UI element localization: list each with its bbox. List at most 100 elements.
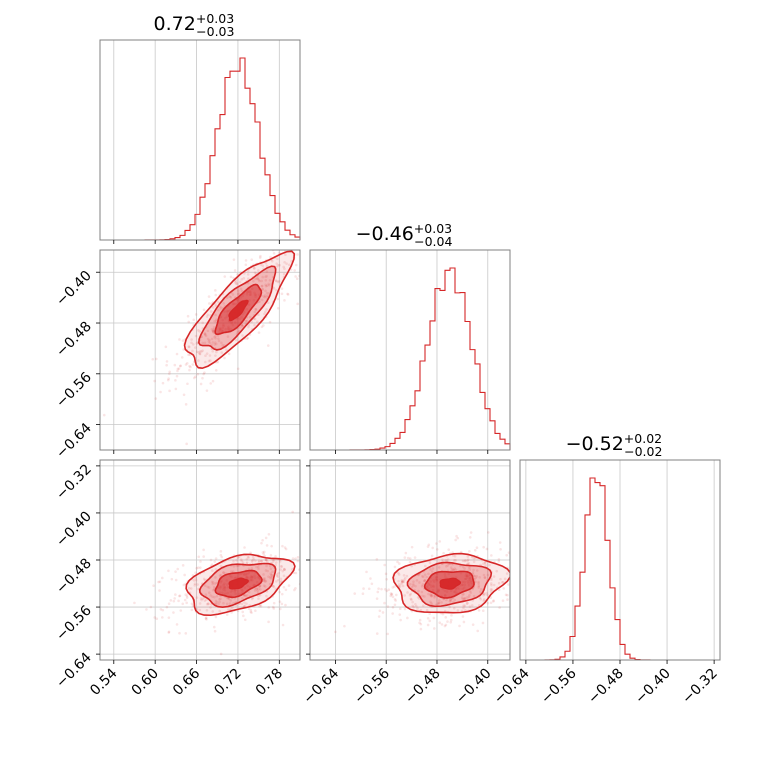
- sample-point: [268, 564, 272, 568]
- sample-point: [222, 571, 225, 574]
- sample-point: [269, 553, 273, 557]
- sample-point: [179, 609, 183, 612]
- sample-point: [369, 577, 372, 580]
- sample-point: [204, 334, 208, 338]
- sample-point: [272, 585, 276, 588]
- sample-point: [296, 556, 300, 559]
- sample-point: [452, 606, 456, 610]
- sample-point: [426, 623, 430, 627]
- sample-point: [202, 308, 206, 312]
- y-tick-label: −0.48: [53, 319, 95, 361]
- sample-point: [196, 566, 200, 569]
- sample-point: [260, 541, 263, 545]
- sample-point: [212, 326, 216, 329]
- sample-point: [280, 287, 284, 290]
- x-tick-label: −0.56: [351, 665, 393, 707]
- sample-point: [274, 288, 278, 292]
- sample-point: [410, 545, 414, 549]
- sample-point: [228, 602, 232, 605]
- sample-point: [157, 580, 160, 584]
- sample-point: [490, 554, 493, 557]
- sample-point: [212, 585, 216, 589]
- sample-point: [207, 591, 211, 594]
- sample-point: [477, 586, 480, 589]
- sample-point: [463, 597, 467, 600]
- sample-point: [208, 341, 212, 345]
- sample-point: [390, 592, 394, 596]
- sample-point: [448, 605, 451, 609]
- sample-point: [165, 605, 169, 609]
- sample-point: [445, 598, 448, 602]
- y-tick-label: −0.32: [53, 461, 95, 503]
- sample-point: [444, 564, 448, 568]
- sample-point: [182, 583, 186, 587]
- sample-point: [400, 582, 403, 586]
- sample-point: [281, 569, 285, 573]
- sample-point: [247, 325, 250, 329]
- sample-point: [490, 578, 493, 582]
- sample-point: [286, 292, 289, 296]
- sample-point: [257, 559, 261, 563]
- sample-point: [499, 577, 502, 581]
- sample-point: [420, 575, 424, 578]
- sample-point: [275, 580, 278, 583]
- sample-point: [218, 609, 222, 613]
- sample-point: [399, 607, 402, 611]
- sample-point: [221, 343, 224, 347]
- sample-point: [193, 584, 197, 587]
- title-lower-error: −0.03: [196, 24, 234, 39]
- sample-point: [265, 594, 268, 598]
- sample-point: [214, 599, 218, 603]
- sample-point: [246, 336, 250, 340]
- sample-point: [481, 609, 485, 613]
- sample-point: [185, 442, 188, 446]
- sample-point: [168, 370, 171, 374]
- sample-point: [466, 562, 469, 566]
- sample-point: [276, 245, 279, 248]
- sample-point: [279, 607, 282, 611]
- sample-point: [236, 330, 239, 334]
- sample-point: [210, 580, 214, 584]
- sample-point: [199, 382, 203, 386]
- sample-point: [449, 597, 453, 601]
- sample-point: [385, 589, 389, 593]
- sample-point: [185, 594, 189, 598]
- sample-point: [264, 558, 268, 562]
- x-tick-label: −0.32: [679, 666, 721, 708]
- sample-point: [232, 276, 235, 280]
- sample-point: [421, 594, 424, 598]
- sample-point: [199, 560, 202, 563]
- sample-point: [329, 254, 332, 257]
- sample-point: [403, 576, 407, 580]
- sample-point: [286, 293, 290, 296]
- sample-point: [257, 597, 260, 600]
- sample-point: [381, 611, 385, 614]
- sample-point: [250, 611, 253, 614]
- sample-point: [175, 352, 179, 356]
- sample-point: [213, 319, 216, 323]
- sample-point: [450, 568, 454, 571]
- sample-point: [203, 371, 206, 374]
- sample-point: [167, 630, 171, 634]
- sample-point: [270, 575, 274, 579]
- sample-point: [420, 584, 424, 588]
- sample-point: [272, 584, 275, 588]
- sample-point: [410, 598, 413, 601]
- sample-point: [463, 559, 467, 563]
- sample-point: [212, 625, 216, 629]
- sample-point: [503, 577, 507, 581]
- sample-point: [472, 574, 476, 578]
- sample-point: [199, 597, 203, 600]
- sample-point: [207, 295, 211, 298]
- sample-point: [433, 596, 436, 599]
- sample-point: [194, 571, 197, 575]
- sample-point: [434, 603, 438, 607]
- hist-panel-2: −0.52+0.02 −0.02: [519, 431, 721, 664]
- sample-point: [428, 561, 432, 565]
- sample-point: [318, 562, 321, 565]
- sample-point: [266, 301, 270, 305]
- sample-point: [411, 604, 414, 608]
- sample-point: [249, 608, 253, 612]
- sample-point: [551, 576, 554, 579]
- sample-point: [294, 571, 298, 575]
